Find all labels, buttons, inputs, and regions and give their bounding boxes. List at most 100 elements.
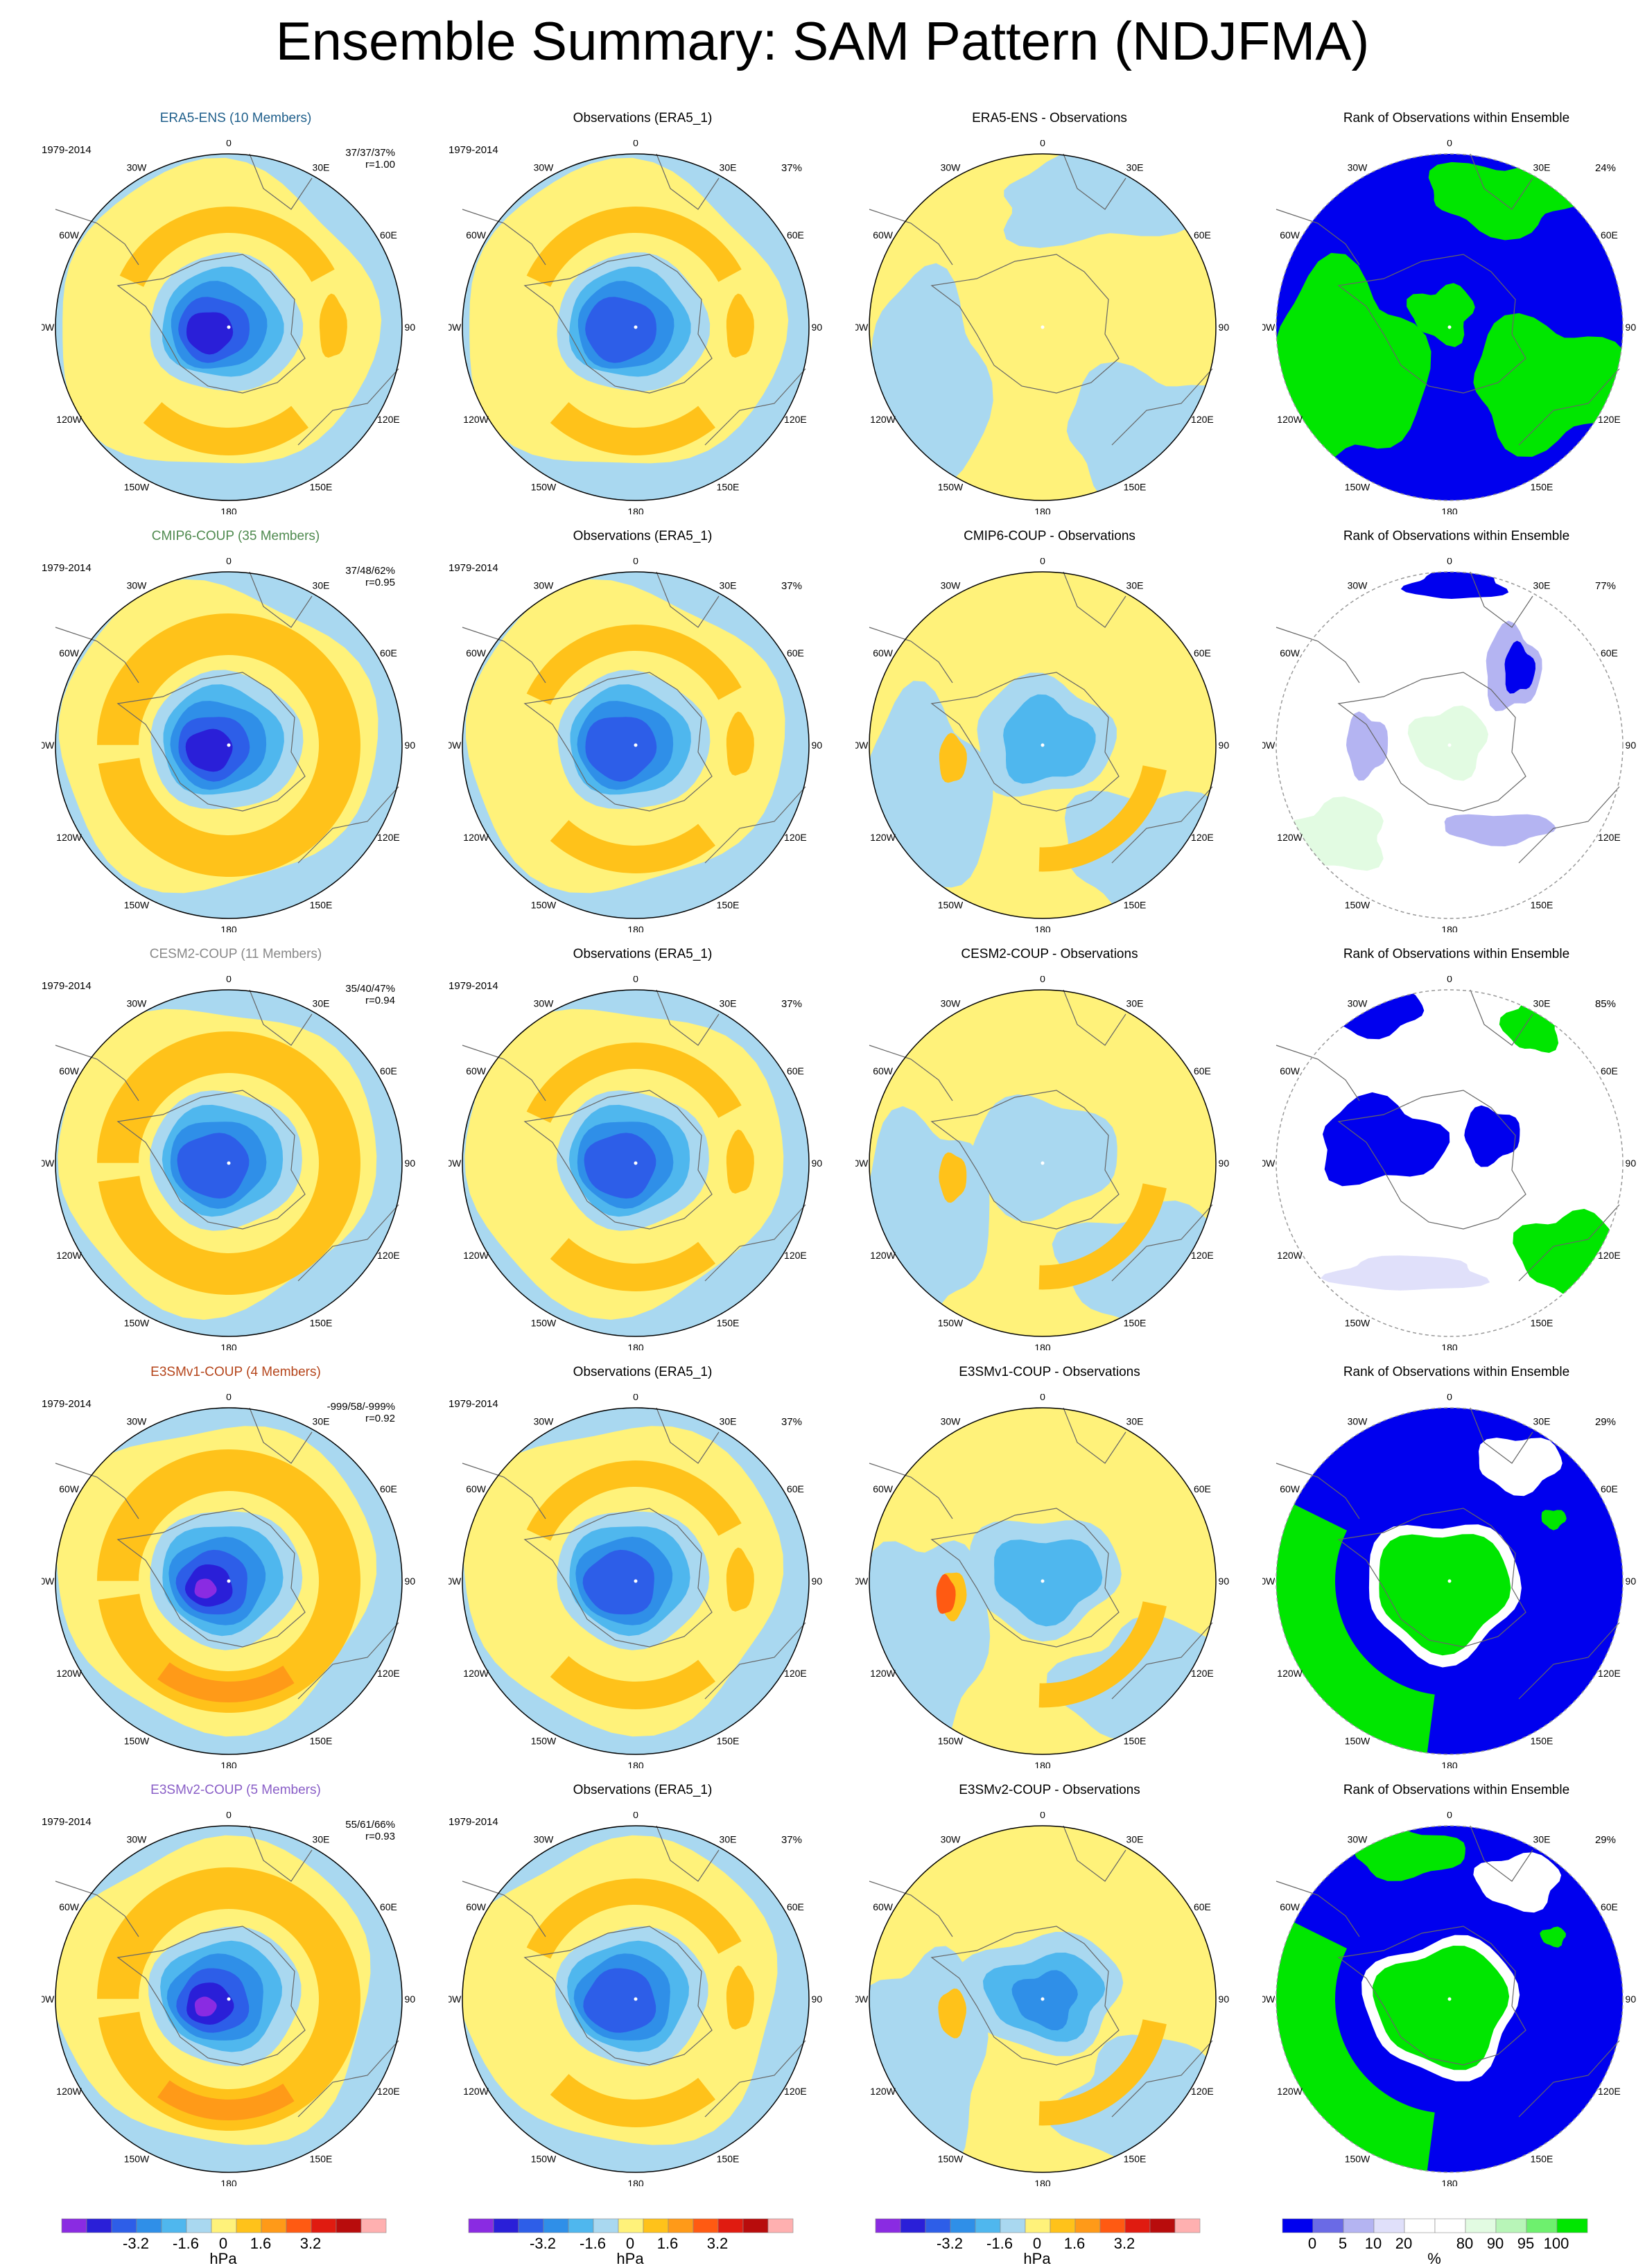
colorbar-swatch: [1343, 2218, 1375, 2233]
longitude-label: 30E: [313, 1416, 330, 1427]
longitude-label: 90E: [812, 1158, 823, 1169]
australia-coastline: [297, 2040, 399, 2118]
panel-title: Rank of Observations within Ensemble: [1343, 111, 1570, 125]
south-pole-marker: [1447, 1997, 1452, 2001]
explained-variance-label: 37%: [781, 580, 802, 592]
longitude-label: 30E: [720, 162, 737, 173]
colorbar-swatches: [1282, 2218, 1588, 2233]
australia-coastline: [1111, 1204, 1213, 1282]
longitude-label: 150E: [310, 1735, 333, 1746]
colorbar-tick-label: 0: [218, 2235, 228, 2252]
longitude-label: 120E: [784, 1668, 807, 1679]
australia-coastline: [704, 2040, 806, 2118]
longitude-label: 0: [226, 558, 232, 566]
colorbar-swatch: [1495, 2218, 1527, 2233]
longitude-label: 120E: [377, 1250, 400, 1261]
positive-pressure-band: [550, 2074, 715, 2127]
colorbar-swatch: [1526, 2218, 1558, 2233]
longitude-label: 0: [226, 140, 232, 148]
panel-title: Observations (ERA5_1): [573, 1365, 713, 1379]
explained-variance-label: 37%: [781, 1834, 802, 1846]
positive-pressure-band: [726, 1965, 754, 2030]
africa-coastline: [656, 1407, 720, 1464]
positive-pressure-ring: [157, 2080, 295, 2120]
longitude-label: 30W: [534, 998, 555, 1009]
longitude-label: 150E: [1531, 2153, 1553, 2164]
colorbar-swatch: [360, 2218, 387, 2233]
map-boundary: [869, 989, 1217, 1337]
australia-coastline: [297, 1622, 399, 1700]
longitude-label: 90E: [812, 322, 823, 333]
longitude-label: 120E: [784, 2086, 807, 2097]
longitude-label: 90E: [1626, 1158, 1637, 1169]
longitude-label: 0: [633, 1394, 638, 1402]
panel-rank-row-1: Rank of Observations within Ensemble 24% 0…: [1242, 111, 1637, 527]
longitude-label: 120E: [1191, 1668, 1214, 1679]
longitude-label: 60E: [380, 229, 397, 241]
longitude-label: 60W: [59, 1483, 80, 1494]
longitude-label: 120W: [463, 1668, 489, 1679]
longitude-label: 30E: [1533, 580, 1551, 591]
explained-variance-label: 37%: [781, 998, 802, 1010]
longitude-label: 120E: [377, 832, 400, 843]
colorbar-swatch: [1099, 2218, 1126, 2233]
australia-coastline: [1111, 1622, 1213, 1700]
map-boundary: [55, 1825, 403, 2173]
longitude-label: 60E: [787, 229, 804, 241]
longitude-label: 90E: [1219, 740, 1230, 751]
colorbar-swatch: [1556, 2218, 1588, 2233]
rank-region: [1473, 1852, 1562, 1913]
longitude-label: 90E: [405, 1994, 416, 2005]
longitude-label: 60W: [1280, 229, 1300, 241]
polar-map: 0 30E 60E 90E 120E 150E 180 150W 120W 90W 60W 30W: [449, 1394, 823, 1768]
longitude-label: 0: [226, 976, 232, 984]
longitude-label: 60E: [1194, 229, 1211, 241]
longitude-label: 30E: [720, 998, 737, 1009]
rank-region: [1444, 814, 1556, 846]
panel-title: Observations (ERA5_1): [573, 1783, 713, 1797]
australia-coastline: [1518, 786, 1620, 864]
australia-coastline: [1518, 1204, 1620, 1282]
australia-coastline: [1518, 1622, 1620, 1700]
longitude-label: 90W: [42, 1994, 55, 2005]
longitude-label: 180: [1034, 2178, 1051, 2186]
map-boundary: [55, 571, 403, 919]
positive-pressure-ring: [157, 1662, 295, 1702]
panel-rank-row-2: Rank of Observations within Ensemble 77% 0…: [1242, 529, 1637, 945]
stats-percentiles: 35/40/47%: [345, 983, 395, 995]
colorbar-swatch: [925, 2218, 951, 2233]
positive-anomaly-region: [1038, 1601, 1167, 1708]
panel-title: Rank of Observations within Ensemble: [1343, 1365, 1570, 1379]
explained-variance-label: 24%: [1594, 162, 1616, 174]
longitude-label: 120E: [1191, 1250, 1214, 1261]
longitude-label: 30W: [127, 580, 148, 591]
longitude-label: 90W: [42, 1576, 55, 1587]
longitude-label: 150E: [717, 899, 740, 910]
longitude-label: 90W: [855, 322, 869, 333]
longitude-label: 90W: [855, 740, 869, 751]
south-america-coastline: [462, 1045, 546, 1101]
colorbar-swatches: [468, 2218, 794, 2233]
longitude-label: 60W: [59, 647, 80, 658]
longitude-label: 180: [1034, 1760, 1051, 1768]
map-boundary: [1276, 1825, 1624, 2173]
longitude-label: 150E: [1124, 2153, 1147, 2164]
longitude-label: 120W: [870, 1250, 896, 1261]
australia-coastline: [297, 1204, 399, 1282]
longitude-label: 150E: [310, 1317, 333, 1328]
positive-pressure-band: [526, 1460, 742, 1541]
colorbar-swatch: [211, 2218, 237, 2233]
colorbar-tick-label: 0: [1307, 2235, 1317, 2252]
longitude-label: 60E: [1194, 1901, 1211, 1912]
longitude-label: 0: [1447, 558, 1452, 566]
south-america-coastline: [869, 627, 953, 683]
longitude-label: 60E: [1601, 1065, 1618, 1076]
longitude-label: 30W: [127, 998, 148, 1009]
colorbar-swatch: [593, 2218, 619, 2233]
longitude-label: 150E: [717, 1317, 740, 1328]
colorbar-swatch: [336, 2218, 362, 2233]
africa-coastline: [1470, 989, 1533, 1046]
panel-diff-row-5: E3SMv2-COUP - Observations 0 30E 60E 90E 120E…: [835, 1783, 1230, 2199]
positive-pressure-ring: [97, 1449, 361, 1713]
positive-pressure-band: [726, 711, 754, 776]
